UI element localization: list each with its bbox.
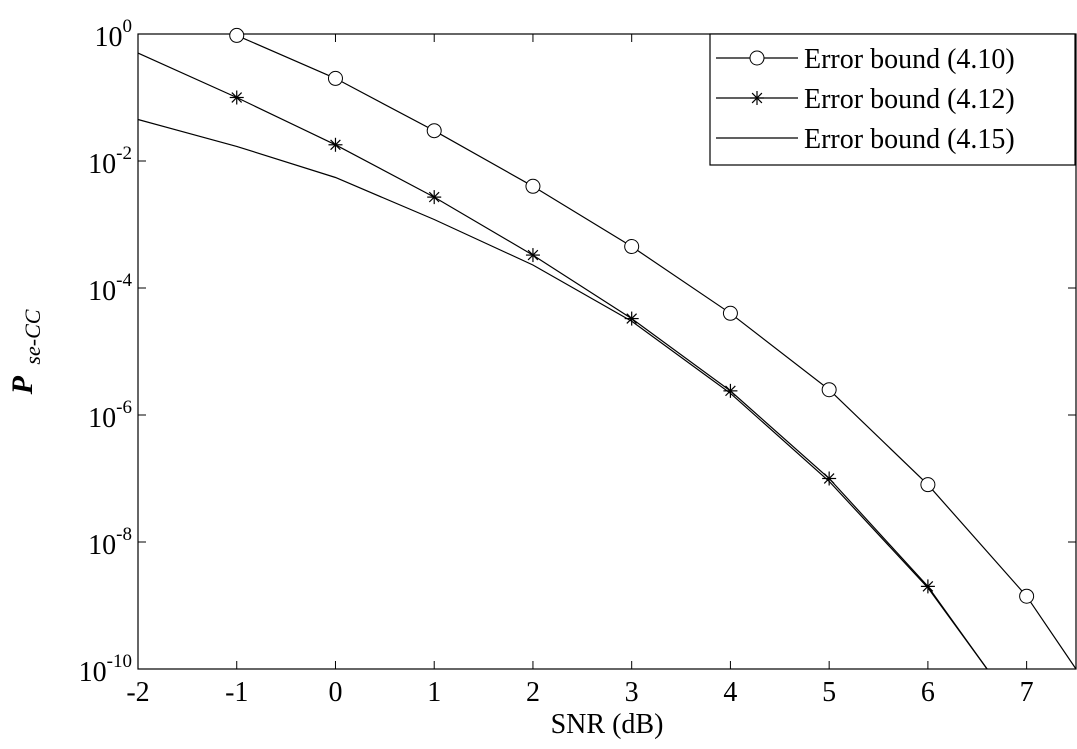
y-tick-base: 10: [95, 22, 123, 53]
series-point: [624, 239, 640, 255]
x-tick-label: 2: [526, 677, 540, 708]
series-point: [525, 178, 541, 194]
series-point: [822, 471, 837, 486]
x-tick-label: 1: [427, 677, 441, 708]
x-tick-label: 6: [921, 677, 935, 708]
legend-marker: [750, 91, 764, 105]
y-axis-label: P se-CC: [6, 309, 45, 395]
series-line: [137, 52, 988, 670]
y-tick-base: 10: [88, 276, 116, 307]
x-tick-label: 4: [723, 677, 737, 708]
legend-label: Error bound (4.10): [804, 44, 1015, 75]
series-point: [328, 137, 343, 152]
legend-box: [709, 33, 1076, 166]
y-axis-label-subscript: se-CC: [20, 309, 45, 364]
series-point: [821, 382, 837, 398]
x-tick-label: -2: [126, 677, 149, 708]
y-tick-label: 100: [95, 16, 133, 53]
series-point: [722, 305, 738, 321]
series-point: [229, 27, 245, 43]
legend-label: Error bound (4.15): [804, 124, 1015, 155]
series-2: [137, 52, 988, 670]
y-tick-exponent: -6: [116, 397, 132, 418]
legend-label: Error bound (4.12): [804, 84, 1015, 115]
y-axis-label-main: P: [6, 375, 39, 395]
y-tick-base: 10: [88, 149, 116, 180]
series-1: [229, 27, 1077, 670]
series-point: [525, 248, 540, 263]
series-point: [229, 90, 244, 105]
series-point: [426, 123, 442, 139]
series-point: [1019, 588, 1035, 604]
x-axis-label: SNR (dB): [551, 709, 664, 740]
x-tick-label: 3: [625, 677, 639, 708]
y-tick-exponent: -8: [116, 524, 132, 545]
x-tick-label: 5: [822, 677, 836, 708]
x-axis-ticks: -2 -1 0 1 2 3 4 5 6 7: [126, 34, 1034, 708]
series-point: [427, 190, 442, 205]
series-3: [137, 118, 988, 670]
series-line: [236, 34, 1077, 670]
series-point: [327, 70, 343, 86]
y-tick-exponent: -4: [116, 270, 132, 291]
y-tick-base: 10: [88, 530, 116, 561]
y-tick-label: 10-6: [88, 397, 132, 434]
legend: Error bound (4.10) Error bound (4.12) Erro…: [709, 33, 1076, 166]
y-tick-label: 10-10: [79, 651, 132, 688]
y-tick-base: 10: [88, 403, 116, 434]
series-point: [920, 579, 935, 594]
x-tick-label: 0: [328, 677, 342, 708]
y-tick-label: 10-2: [88, 143, 132, 180]
series-point: [723, 383, 738, 398]
series-line: [137, 118, 988, 670]
series-point: [920, 477, 936, 493]
x-tick-label: 7: [1020, 677, 1034, 708]
y-tick-exponent: -2: [116, 143, 132, 164]
x-tick-label: -1: [225, 677, 248, 708]
y-tick-label: 10-4: [88, 270, 132, 307]
y-tick-base: 10: [79, 657, 107, 688]
series-layer: [137, 27, 1077, 670]
y-tick-exponent: 0: [123, 16, 133, 37]
y-tick-exponent: -10: [107, 651, 132, 672]
legend-marker: [749, 50, 765, 66]
y-tick-label: 10-8: [88, 524, 132, 561]
